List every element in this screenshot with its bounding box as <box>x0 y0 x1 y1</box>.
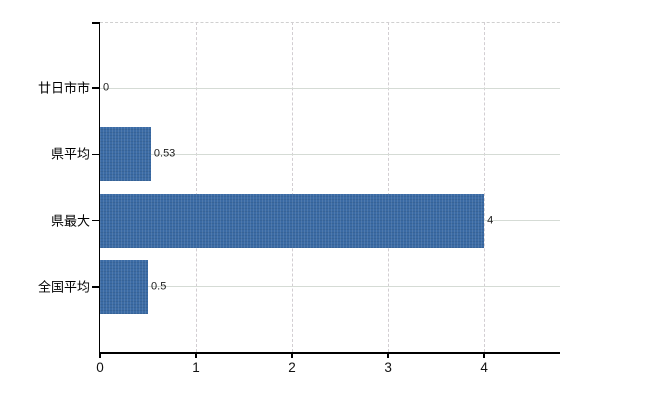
vertical-gridline <box>388 22 390 352</box>
bar-1 <box>100 127 151 182</box>
x-axis-tick-label-3: 3 <box>384 360 392 375</box>
horizontal-gridline <box>100 153 560 155</box>
vertical-gridline <box>196 22 198 352</box>
value-label-0: 0 <box>103 81 110 94</box>
x-axis-tick <box>195 353 197 358</box>
value-label-1: 0.53 <box>153 147 176 160</box>
x-axis-tick-label-4: 4 <box>480 360 488 375</box>
x-axis-line <box>98 352 560 354</box>
category-label-0: 廿日市市 <box>37 80 90 96</box>
x-axis-tick <box>387 353 389 358</box>
x-axis-tick-label-2: 2 <box>288 360 296 375</box>
category-label-3: 全国平均 <box>37 279 90 295</box>
vertical-gridline <box>484 22 486 352</box>
y-axis-line <box>98 22 100 353</box>
y-axis-tick <box>92 219 99 222</box>
horizontal-gridline <box>100 286 560 288</box>
x-axis-tick <box>99 353 101 358</box>
y-axis-top-tick <box>92 22 99 24</box>
vertical-gridline <box>292 22 294 352</box>
category-label-1: 県平均 <box>50 146 90 162</box>
y-axis-tick <box>92 87 99 89</box>
y-axis-tick <box>92 286 99 288</box>
x-axis-tick-label-1: 1 <box>192 360 200 375</box>
value-label-3: 0.5 <box>151 280 167 293</box>
plot-area-top-border <box>100 22 560 23</box>
x-axis-tick <box>483 353 485 358</box>
x-axis-tick <box>291 353 293 358</box>
bar-3 <box>100 259 149 314</box>
category-label-2: 県最大 <box>50 213 90 229</box>
y-axis-tick <box>92 153 99 156</box>
x-axis-tick-label-0: 0 <box>96 360 104 375</box>
horizontal-gridline <box>100 87 560 89</box>
bar-2 <box>100 193 485 248</box>
value-label-2: 4 <box>487 214 494 227</box>
